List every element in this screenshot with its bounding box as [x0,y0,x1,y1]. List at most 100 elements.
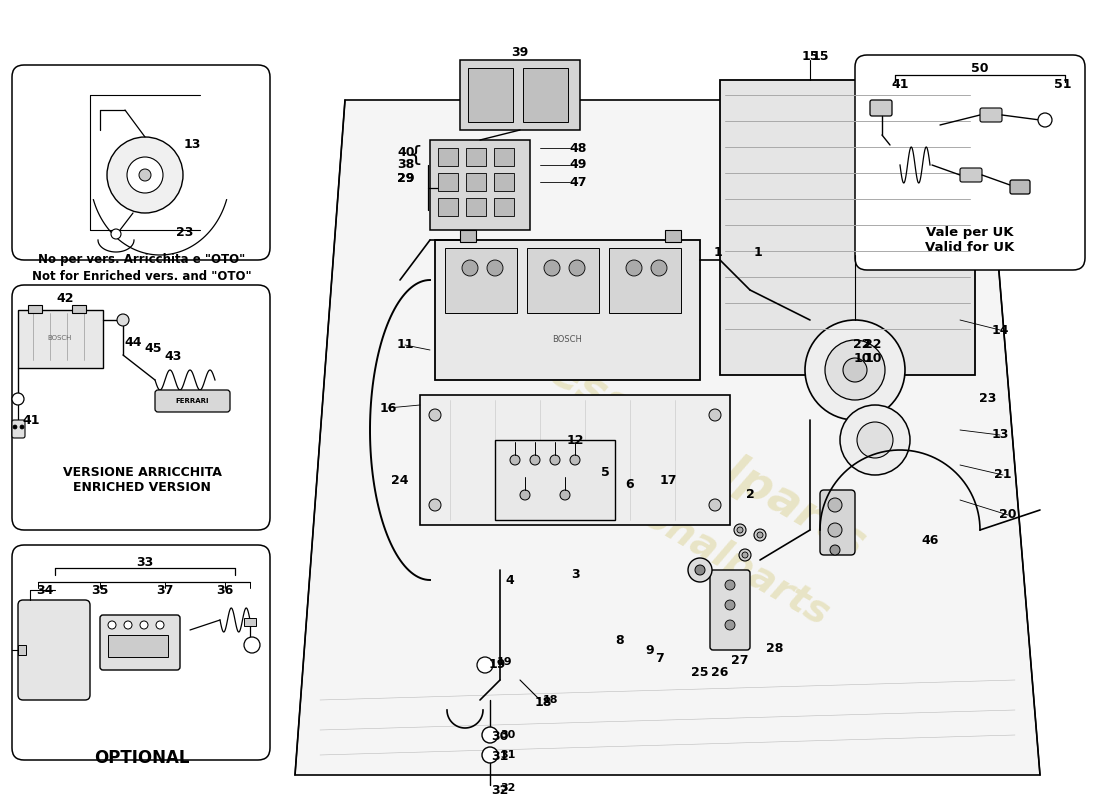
Text: 27: 27 [732,654,749,666]
Text: 13: 13 [991,429,1009,442]
Text: FERRARI: FERRARI [175,398,209,404]
Text: 13: 13 [184,138,200,151]
Bar [460,60,580,130]
Text: 28: 28 [767,642,783,654]
Bar [466,173,486,191]
Circle shape [477,657,493,673]
Text: 22: 22 [865,338,882,350]
Text: 32: 32 [492,783,508,797]
Circle shape [742,552,748,558]
Bar [434,240,700,380]
Bar [527,248,600,313]
Circle shape [825,340,886,400]
Text: 29: 29 [397,171,415,185]
Circle shape [805,320,905,420]
FancyBboxPatch shape [12,285,270,530]
Text: 6: 6 [626,478,635,491]
Circle shape [754,529,766,541]
Text: 43: 43 [164,350,182,363]
Circle shape [20,425,24,429]
Text: professionalparts: professionalparts [446,294,874,566]
Text: 22: 22 [854,338,871,351]
Text: 30: 30 [492,730,508,743]
Bar [720,80,975,375]
Text: 15: 15 [801,50,818,63]
Text: 34: 34 [36,583,54,597]
Circle shape [560,490,570,500]
Circle shape [739,549,751,561]
Circle shape [139,169,151,181]
Circle shape [244,637,260,653]
FancyBboxPatch shape [980,108,1002,122]
Text: VERSIONE ARRICCHITA
ENRICHED VERSION: VERSIONE ARRICCHITA ENRICHED VERSION [63,466,221,494]
Circle shape [530,455,540,465]
Bar [494,173,514,191]
Text: 21: 21 [994,469,1012,482]
Text: 47: 47 [570,175,586,189]
Circle shape [156,621,164,629]
Bar [522,68,568,122]
Text: 1: 1 [714,246,723,258]
Text: 32: 32 [500,783,516,793]
Text: 48: 48 [570,142,586,154]
Text: 40: 40 [397,146,415,159]
Text: 41: 41 [891,78,909,91]
Text: 35: 35 [91,583,109,597]
Text: 25: 25 [691,666,708,678]
FancyBboxPatch shape [960,168,982,182]
Circle shape [710,409,720,421]
Text: Vale per UK
Valid for UK: Vale per UK Valid for UK [925,226,1014,254]
Text: BOSCH: BOSCH [47,335,73,341]
Text: 37: 37 [156,583,174,597]
Bar [609,248,681,313]
Text: 4: 4 [506,574,515,586]
Circle shape [462,260,478,276]
Circle shape [482,727,498,743]
Circle shape [544,260,560,276]
Bar [438,148,458,166]
Bar [18,310,103,368]
Circle shape [429,409,441,421]
Circle shape [710,499,720,511]
FancyBboxPatch shape [855,55,1085,270]
Circle shape [737,527,742,533]
Text: 18: 18 [535,695,552,709]
Circle shape [828,523,842,537]
Text: OPTIONAL: OPTIONAL [95,749,189,767]
Text: 51: 51 [1054,78,1071,91]
FancyBboxPatch shape [710,570,750,650]
Circle shape [1038,113,1052,127]
Bar [108,635,168,657]
Circle shape [570,455,580,465]
FancyBboxPatch shape [12,65,270,260]
Text: 36: 36 [217,583,233,597]
Circle shape [840,405,910,475]
Circle shape [843,358,867,382]
Circle shape [429,499,441,511]
Bar [244,618,256,626]
FancyBboxPatch shape [100,615,180,670]
FancyBboxPatch shape [12,545,270,760]
Text: 24: 24 [392,474,409,486]
Circle shape [124,621,132,629]
Text: 18: 18 [543,695,559,705]
Bar [420,395,730,525]
Text: 49: 49 [570,158,586,171]
Circle shape [725,620,735,630]
Text: 16: 16 [379,402,397,414]
Circle shape [126,157,163,193]
Circle shape [108,621,115,629]
Circle shape [828,498,842,512]
Text: 10: 10 [865,351,882,365]
Text: {: { [408,145,422,165]
Text: 1: 1 [754,246,762,259]
Bar [666,230,681,242]
Text: 31: 31 [500,750,516,760]
Circle shape [140,621,148,629]
Text: 30: 30 [500,730,515,740]
Text: 23: 23 [979,391,997,405]
Bar [438,173,458,191]
Bar [494,148,514,166]
Bar [495,440,615,520]
Circle shape [734,524,746,536]
